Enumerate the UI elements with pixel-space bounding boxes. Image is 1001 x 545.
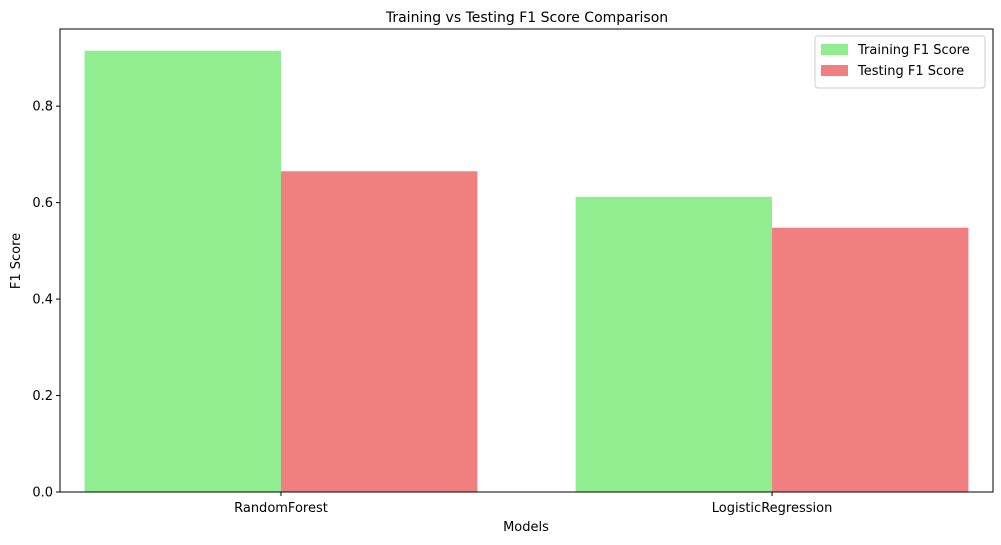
bar-training-f1-score-randomforest (84, 50, 281, 492)
bar-testing-f1-score-randomforest (280, 171, 478, 492)
plot-area (59, 28, 994, 493)
x-tick-label: RandomForest (234, 501, 328, 516)
y-tick-label: 0.2 (32, 389, 53, 404)
legend-label: Training F1 Score (857, 43, 970, 58)
y-tick-label: 0.4 (32, 293, 53, 308)
y-tick-label: 0.0 (32, 486, 53, 501)
legend: Training F1 Score Testing F1 Score (814, 35, 986, 89)
plot-frame (59, 28, 994, 493)
bar-training-f1-score-logisticregression (575, 196, 773, 492)
x-tick-label: LogisticRegression (712, 501, 833, 516)
y-tick-label: 0.8 (32, 100, 53, 115)
chart-title: Training vs Testing F1 Score Comparison (385, 10, 668, 26)
x-axis-label: Models (503, 520, 549, 535)
bars (84, 50, 969, 492)
legend-swatch (821, 65, 848, 76)
legend-label: Testing F1 Score (857, 64, 964, 79)
y-tick-label: 0.6 (32, 196, 53, 211)
legend-swatch (821, 44, 848, 55)
y-axis: 0.0 0.2 0.4 0.6 0.8 (32, 100, 60, 501)
legend-box (814, 35, 986, 89)
x-axis: RandomForest LogisticRegression (234, 492, 832, 516)
bar-testing-f1-score-logisticregression (772, 227, 969, 492)
y-axis-label: F1 Score (9, 233, 24, 289)
